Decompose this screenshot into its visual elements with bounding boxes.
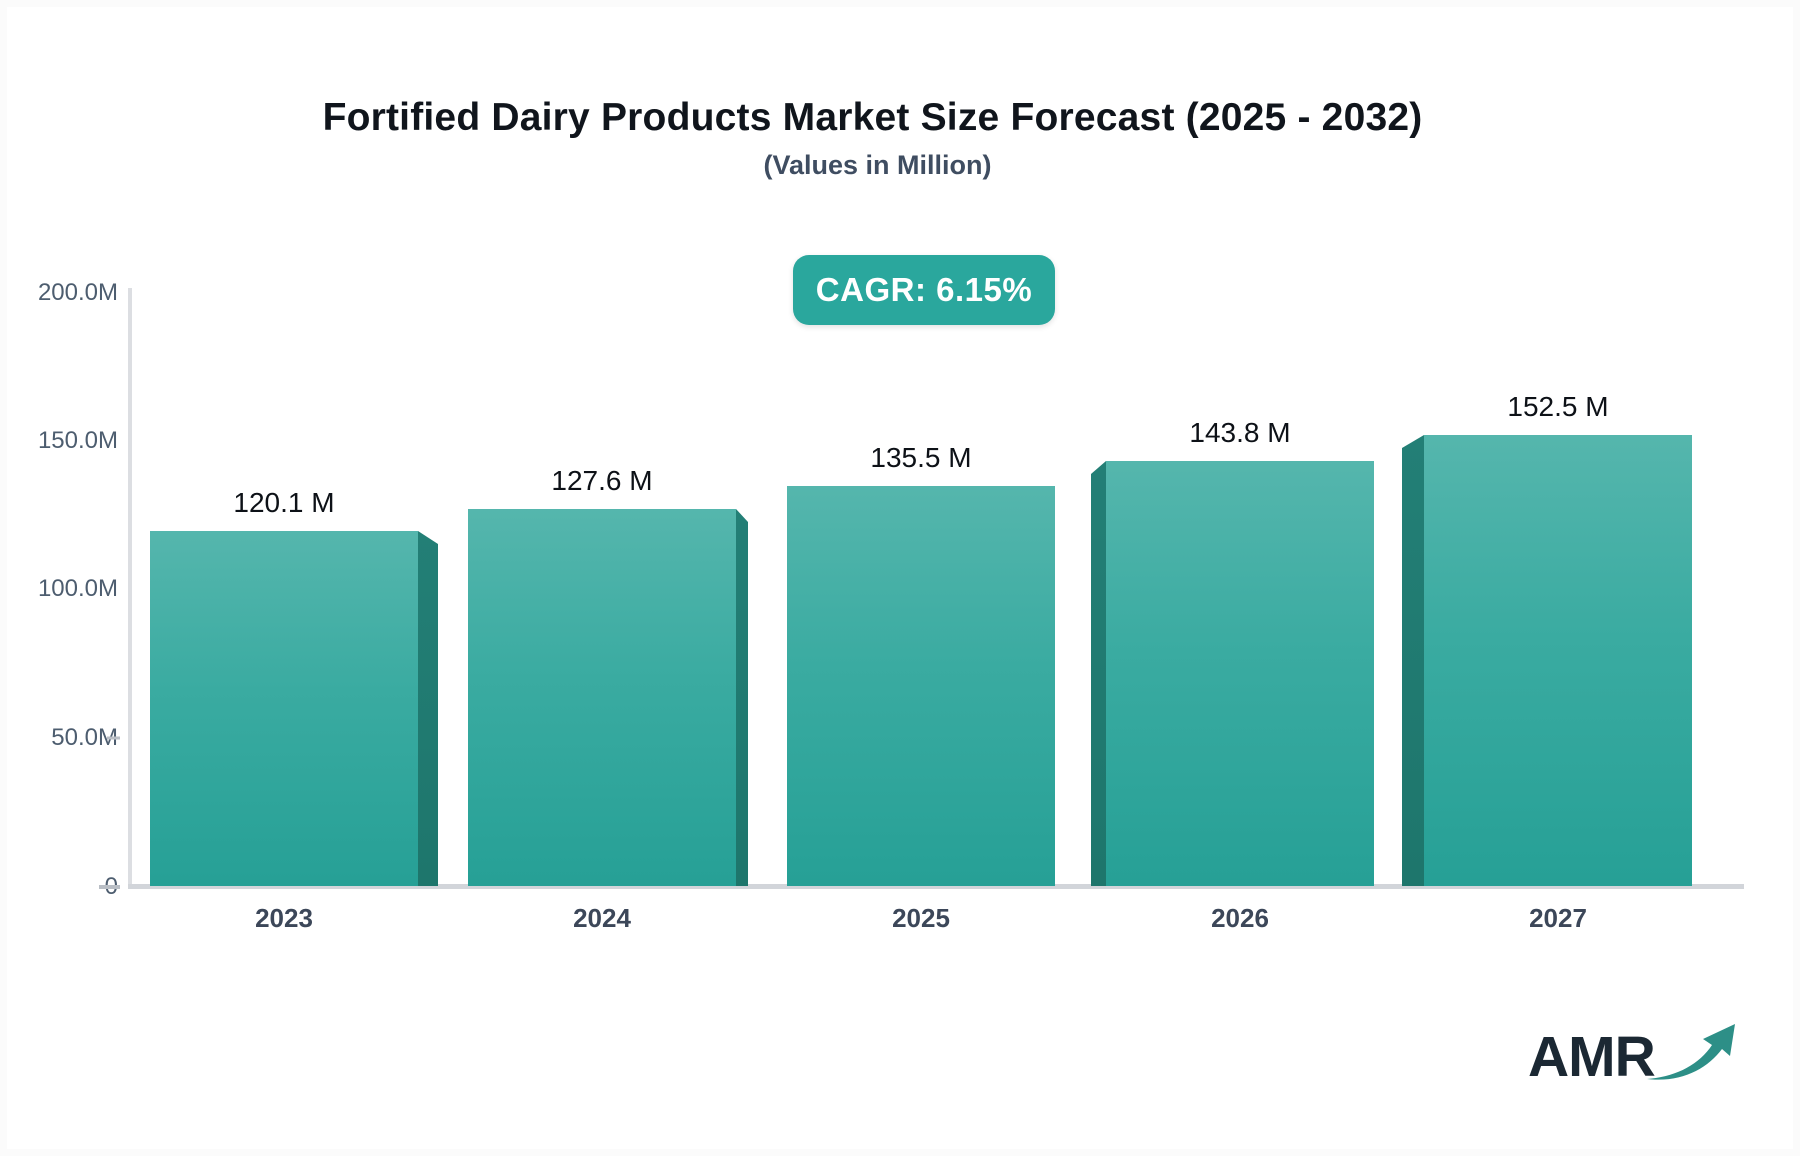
bar-3d-side [1091, 461, 1106, 886]
bar-2027[interactable] [1424, 435, 1692, 886]
y-axis-tick-label: 150.0M [37, 427, 118, 454]
bar-value-label: 127.6 M [551, 465, 653, 496]
cagr-badge: CAGR: 6.15% [793, 255, 1055, 325]
y-axis-tick-label: 100.0M [37, 575, 118, 602]
y-axis-tick-mark [99, 885, 120, 889]
chart-subtitle: (Values in Million) [763, 150, 992, 180]
x-axis-tick-label: 2027 [1529, 903, 1587, 933]
bar-3d-side [1402, 435, 1424, 886]
bar-value-label: 120.1 M [233, 487, 335, 518]
bar-3d-side [418, 531, 438, 886]
bar-2023[interactable] [150, 531, 418, 886]
bar-value-label: 152.5 M [1507, 391, 1609, 422]
bar-2026[interactable] [1106, 461, 1374, 886]
x-axis-tick-label: 2026 [1211, 903, 1269, 933]
bar-value-label: 143.8 M [1189, 417, 1291, 448]
x-axis-tick-label: 2023 [255, 903, 313, 933]
y-axis-tick-mark [107, 736, 120, 740]
x-axis-line [128, 884, 1744, 889]
y-axis-tick-label: 200.0M [37, 279, 118, 306]
y-axis-line [128, 288, 132, 889]
bar-2025[interactable] [787, 486, 1055, 886]
x-axis-tick-label: 2024 [573, 903, 631, 933]
amr-logo: AMR [1528, 1023, 1741, 1090]
amr-logo-text: AMR [1528, 1025, 1656, 1089]
x-axis-tick-label: 2025 [892, 903, 950, 933]
bar-value-label: 135.5 M [870, 442, 972, 473]
chart-title: Fortified Dairy Products Market Size For… [322, 96, 1423, 139]
growth-arrow-icon [1645, 1019, 1741, 1090]
bar-2024[interactable] [468, 509, 736, 886]
y-axis-tick-label: 50.0M [51, 724, 118, 751]
cagr-badge-label: CAGR: 6.15% [815, 271, 1033, 308]
bar-3d-side [736, 509, 748, 886]
